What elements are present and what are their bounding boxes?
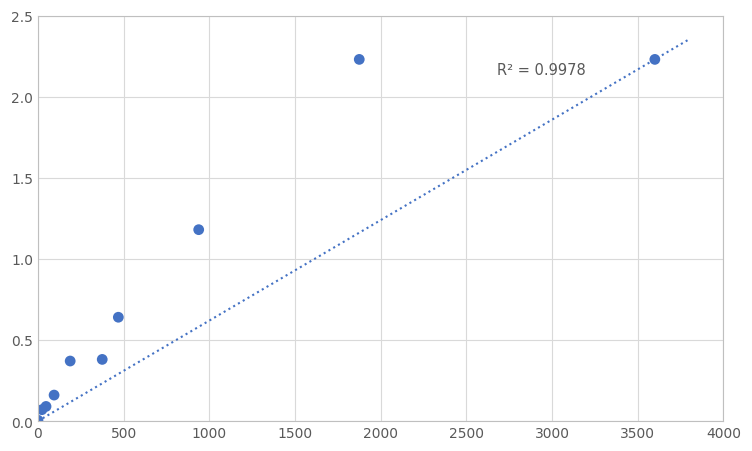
Point bbox=[96, 356, 108, 363]
Point bbox=[64, 358, 76, 365]
Point bbox=[112, 314, 124, 321]
Point bbox=[193, 226, 205, 234]
Point bbox=[48, 391, 60, 399]
Text: R² = 0.9978: R² = 0.9978 bbox=[497, 63, 586, 78]
Point bbox=[32, 417, 44, 424]
Point bbox=[40, 403, 52, 410]
Point bbox=[353, 57, 365, 64]
Point bbox=[36, 406, 48, 414]
Point bbox=[649, 57, 661, 64]
